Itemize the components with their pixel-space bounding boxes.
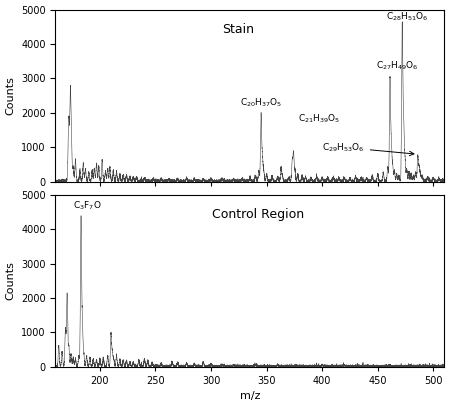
X-axis label: m/z: m/z: [240, 392, 260, 401]
Text: Stain: Stain: [222, 23, 254, 36]
Text: C$_{27}$H$_{49}$O$_6$: C$_{27}$H$_{49}$O$_6$: [376, 59, 418, 72]
Text: C$_3$F$_7$O: C$_3$F$_7$O: [73, 199, 102, 212]
Text: Control Region: Control Region: [212, 208, 304, 221]
Text: C$_{28}$H$_{51}$O$_6$: C$_{28}$H$_{51}$O$_6$: [386, 11, 428, 23]
Text: C$_{29}$H$_{53}$O$_6$: C$_{29}$H$_{53}$O$_6$: [322, 141, 414, 156]
Y-axis label: Counts: Counts: [5, 76, 16, 115]
Text: C$_{20}$H$_{37}$O$_5$: C$_{20}$H$_{37}$O$_5$: [240, 97, 282, 109]
Y-axis label: Counts: Counts: [5, 261, 16, 300]
Text: C$_{21}$H$_{39}$O$_5$: C$_{21}$H$_{39}$O$_5$: [298, 112, 340, 125]
